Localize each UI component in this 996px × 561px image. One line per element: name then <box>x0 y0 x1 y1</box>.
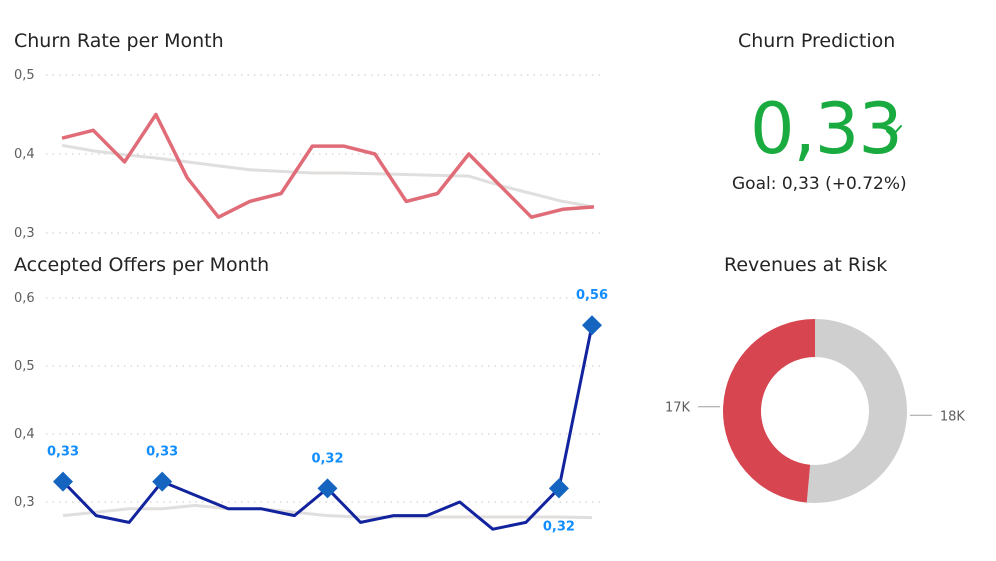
offers-y-tick-label: 0,5 <box>14 359 35 374</box>
offers-trend-line <box>62 503 593 520</box>
churn-rate-line <box>61 112 595 219</box>
churn-y-tick-label: 0,4 <box>14 147 35 162</box>
offers-data-label: 0,56 <box>576 288 608 303</box>
offers-marker <box>548 478 569 499</box>
offers-data-label: 0,33 <box>47 445 79 460</box>
churn-rate-title: Churn Rate per Month <box>14 30 224 52</box>
accepted-offers-title: Accepted Offers per Month <box>14 254 270 276</box>
donut-slice <box>723 319 815 503</box>
offers-y-tick-label: 0,4 <box>14 427 35 442</box>
kpi-value: 0,33 <box>750 88 903 170</box>
offers-data-label: 0,33 <box>146 445 178 460</box>
offers-y-tick-label: 0,6 <box>14 291 35 306</box>
donut-label: 18K <box>940 409 966 424</box>
offers-y-tick-label: 0,3 <box>14 495 35 510</box>
offers-data-label: 0,32 <box>311 451 343 466</box>
revenues-at-risk-title: Revenues at Risk <box>724 254 888 276</box>
offers-marker <box>53 471 73 492</box>
churn-y-tick-label: 0,3 <box>14 226 35 241</box>
offers-marker <box>317 478 338 499</box>
churn-trend-line <box>61 143 595 209</box>
donut-label: 17K <box>665 401 691 416</box>
offers-data-label: 0,32 <box>543 519 575 534</box>
offers-marker <box>582 315 602 336</box>
donut-slice <box>806 319 907 503</box>
kpi-goal: Goal: 0,33 (+0.72%) <box>732 174 907 194</box>
churn-y-tick-label: 0,5 <box>14 68 35 83</box>
offers-marker <box>152 471 173 492</box>
churn-prediction-title: Churn Prediction <box>738 30 896 52</box>
offers-line <box>61 324 594 531</box>
